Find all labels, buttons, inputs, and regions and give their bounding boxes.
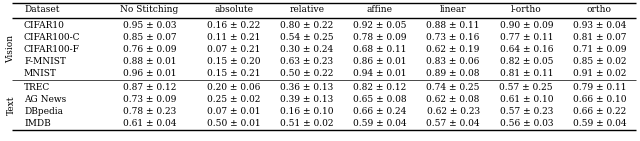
- Text: 0.59 ± 0.04: 0.59 ± 0.04: [573, 118, 626, 127]
- Text: 0.15 ± 0.21: 0.15 ± 0.21: [207, 69, 260, 78]
- Text: 0.56 ± 0.03: 0.56 ± 0.03: [499, 118, 553, 127]
- Text: CIFAR100-F: CIFAR100-F: [24, 45, 80, 53]
- Text: 0.66 ± 0.24: 0.66 ± 0.24: [353, 106, 406, 115]
- Text: 0.74 ± 0.25: 0.74 ± 0.25: [426, 82, 480, 92]
- Text: 0.87 ± 0.12: 0.87 ± 0.12: [123, 82, 176, 92]
- Text: absolute: absolute: [214, 5, 253, 15]
- Text: 0.66 ± 0.10: 0.66 ± 0.10: [573, 94, 626, 103]
- Text: F-MNIST: F-MNIST: [24, 57, 66, 66]
- Text: 0.07 ± 0.21: 0.07 ± 0.21: [207, 45, 260, 53]
- Text: 0.16 ± 0.22: 0.16 ± 0.22: [207, 20, 260, 29]
- Text: 0.62 ± 0.19: 0.62 ± 0.19: [426, 45, 480, 53]
- Text: 0.86 ± 0.01: 0.86 ± 0.01: [353, 57, 406, 66]
- Text: 0.88 ± 0.11: 0.88 ± 0.11: [426, 20, 480, 29]
- Text: CIFAR100-C: CIFAR100-C: [24, 32, 81, 41]
- Text: 0.64 ± 0.16: 0.64 ± 0.16: [499, 45, 553, 53]
- Text: 0.59 ± 0.04: 0.59 ± 0.04: [353, 118, 407, 127]
- Text: 0.20 ± 0.06: 0.20 ± 0.06: [207, 82, 260, 92]
- Text: 0.15 ± 0.20: 0.15 ± 0.20: [207, 57, 260, 66]
- Text: 0.39 ± 0.13: 0.39 ± 0.13: [280, 94, 333, 103]
- Text: 0.83 ± 0.06: 0.83 ± 0.06: [426, 57, 480, 66]
- Text: 0.73 ± 0.09: 0.73 ± 0.09: [123, 94, 176, 103]
- Text: 0.76 ± 0.09: 0.76 ± 0.09: [123, 45, 176, 53]
- Text: Vision: Vision: [6, 35, 15, 63]
- Text: relative: relative: [289, 5, 324, 15]
- Text: 0.50 ± 0.22: 0.50 ± 0.22: [280, 69, 333, 78]
- Text: 0.80 ± 0.22: 0.80 ± 0.22: [280, 20, 333, 29]
- Text: 0.61 ± 0.10: 0.61 ± 0.10: [499, 94, 553, 103]
- Text: 0.90 ± 0.09: 0.90 ± 0.09: [499, 20, 553, 29]
- Text: DBpedia: DBpedia: [24, 106, 63, 115]
- Text: 0.61 ± 0.04: 0.61 ± 0.04: [123, 118, 176, 127]
- Text: 0.71 ± 0.09: 0.71 ± 0.09: [573, 45, 626, 53]
- Text: MNIST: MNIST: [24, 69, 57, 78]
- Text: l-ortho: l-ortho: [511, 5, 541, 15]
- Text: 0.91 ± 0.02: 0.91 ± 0.02: [573, 69, 626, 78]
- Text: 0.92 ± 0.05: 0.92 ± 0.05: [353, 20, 406, 29]
- Text: 0.73 ± 0.16: 0.73 ± 0.16: [426, 32, 480, 41]
- Text: 0.93 ± 0.04: 0.93 ± 0.04: [573, 20, 626, 29]
- Text: No Stitching: No Stitching: [120, 5, 179, 15]
- Text: 0.30 ± 0.24: 0.30 ± 0.24: [280, 45, 333, 53]
- Text: 0.16 ± 0.10: 0.16 ± 0.10: [280, 106, 333, 115]
- Text: 0.57 ± 0.23: 0.57 ± 0.23: [500, 106, 553, 115]
- Text: Text: Text: [6, 95, 15, 115]
- Text: 0.11 ± 0.21: 0.11 ± 0.21: [207, 32, 260, 41]
- Text: 0.82 ± 0.05: 0.82 ± 0.05: [499, 57, 553, 66]
- Text: TREC: TREC: [24, 82, 51, 92]
- Text: 0.65 ± 0.08: 0.65 ± 0.08: [353, 94, 407, 103]
- Text: 0.94 ± 0.01: 0.94 ± 0.01: [353, 69, 406, 78]
- Text: 0.88 ± 0.01: 0.88 ± 0.01: [123, 57, 176, 66]
- Text: 0.78 ± 0.09: 0.78 ± 0.09: [353, 32, 406, 41]
- Text: ortho: ortho: [587, 5, 612, 15]
- Text: 0.68 ± 0.11: 0.68 ± 0.11: [353, 45, 406, 53]
- Text: 0.96 ± 0.01: 0.96 ± 0.01: [123, 69, 176, 78]
- Text: linear: linear: [440, 5, 467, 15]
- Text: 0.07 ± 0.01: 0.07 ± 0.01: [207, 106, 260, 115]
- Text: 0.54 ± 0.25: 0.54 ± 0.25: [280, 32, 333, 41]
- Text: 0.50 ± 0.01: 0.50 ± 0.01: [207, 118, 260, 127]
- Text: 0.81 ± 0.07: 0.81 ± 0.07: [573, 32, 626, 41]
- Text: 0.51 ± 0.02: 0.51 ± 0.02: [280, 118, 333, 127]
- Text: 0.77 ± 0.11: 0.77 ± 0.11: [499, 32, 553, 41]
- Text: 0.63 ± 0.23: 0.63 ± 0.23: [280, 57, 333, 66]
- Text: IMDB: IMDB: [24, 118, 51, 127]
- Text: 0.81 ± 0.11: 0.81 ± 0.11: [499, 69, 553, 78]
- Text: 0.62 ± 0.23: 0.62 ± 0.23: [426, 106, 479, 115]
- Text: 0.79 ± 0.11: 0.79 ± 0.11: [573, 82, 626, 92]
- Text: 0.66 ± 0.22: 0.66 ± 0.22: [573, 106, 626, 115]
- Text: AG News: AG News: [24, 94, 67, 103]
- Text: 0.95 ± 0.03: 0.95 ± 0.03: [123, 20, 176, 29]
- Text: affine: affine: [367, 5, 393, 15]
- Text: 0.25 ± 0.02: 0.25 ± 0.02: [207, 94, 260, 103]
- Text: 0.57 ± 0.04: 0.57 ± 0.04: [426, 118, 480, 127]
- Text: 0.89 ± 0.08: 0.89 ± 0.08: [426, 69, 480, 78]
- Text: 0.78 ± 0.23: 0.78 ± 0.23: [123, 106, 176, 115]
- Text: 0.62 ± 0.08: 0.62 ± 0.08: [426, 94, 480, 103]
- Text: 0.85 ± 0.07: 0.85 ± 0.07: [123, 32, 176, 41]
- Text: Dataset: Dataset: [24, 5, 60, 15]
- Text: 0.85 ± 0.02: 0.85 ± 0.02: [573, 57, 626, 66]
- Text: 0.57 ± 0.25: 0.57 ± 0.25: [499, 82, 553, 92]
- Text: 0.36 ± 0.13: 0.36 ± 0.13: [280, 82, 333, 92]
- Text: CIFAR10: CIFAR10: [24, 20, 65, 29]
- Text: 0.82 ± 0.12: 0.82 ± 0.12: [353, 82, 406, 92]
